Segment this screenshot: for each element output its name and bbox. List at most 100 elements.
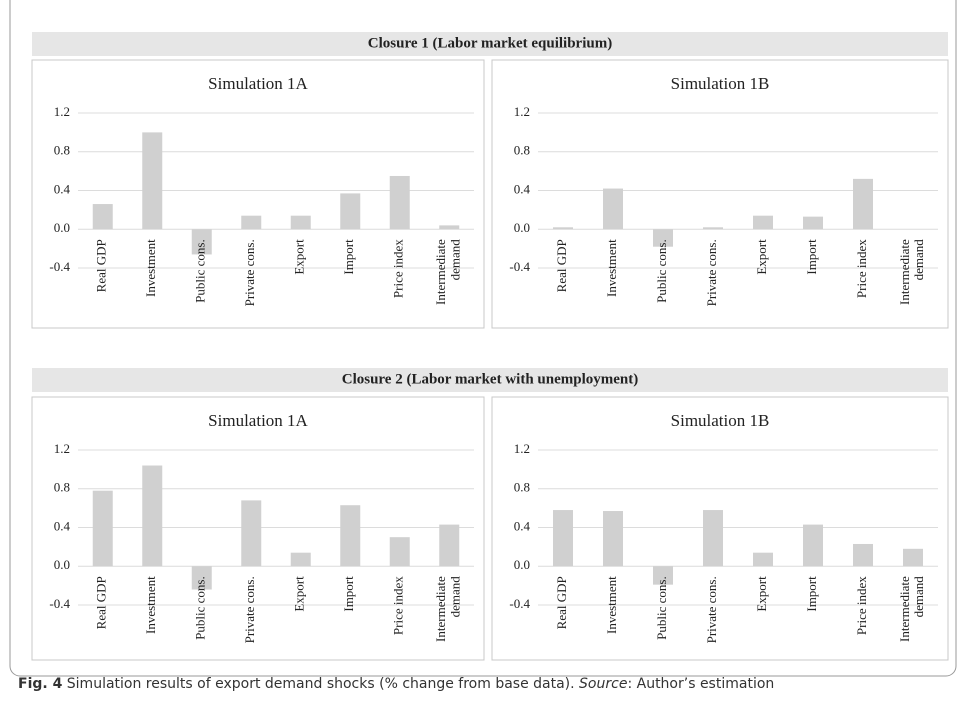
bar <box>241 500 262 567</box>
x-tick-label: Investment <box>604 576 619 634</box>
bar <box>853 178 873 230</box>
y-tick-label: 0.4 <box>54 518 71 533</box>
x-tick-label: Private cons. <box>242 576 257 643</box>
bar <box>603 188 623 230</box>
bar <box>92 490 113 567</box>
chart-title: Simulation 1A <box>208 74 308 93</box>
x-tick-label: Public cons. <box>193 239 208 303</box>
x-tick-label: Price index <box>854 239 869 298</box>
caption-source-label: Source <box>579 676 627 692</box>
bar <box>142 132 163 230</box>
x-tick-label: Export <box>754 576 769 612</box>
y-tick-label: 0.4 <box>514 518 531 533</box>
x-tick-label: Export <box>754 239 769 275</box>
panel-border <box>491 59 949 329</box>
bar <box>803 216 823 230</box>
bar <box>753 552 773 567</box>
x-tick-label: Price index <box>391 239 406 298</box>
y-tick-label: 0.8 <box>54 480 70 495</box>
chart-title: Simulation 1B <box>671 74 770 93</box>
bar <box>553 510 573 567</box>
bar <box>653 566 673 585</box>
bar <box>703 227 723 230</box>
section-title: Closure 1 (Labor market equilibrium) <box>368 35 612 51</box>
y-tick-label: 1.2 <box>54 441 70 456</box>
chart-title: Simulation 1A <box>208 411 308 430</box>
bar <box>853 543 873 567</box>
y-tick-label: 0.4 <box>514 181 531 196</box>
y-tick-label: 0.0 <box>54 220 70 235</box>
bar <box>389 175 410 230</box>
bar <box>340 193 361 230</box>
bar <box>439 225 460 230</box>
x-tick-label: Intermediatedemand <box>897 576 926 642</box>
x-tick-label: Investment <box>143 576 158 634</box>
bar <box>191 229 212 255</box>
x-tick-label: Import <box>804 239 819 275</box>
bar <box>603 511 623 567</box>
x-tick-label: Public cons. <box>654 576 669 640</box>
x-tick-label: Price index <box>854 576 869 635</box>
bar <box>703 510 723 567</box>
chart-title: Simulation 1B <box>671 411 770 430</box>
bar <box>290 215 311 230</box>
x-tick-label: Investment <box>604 239 619 297</box>
bar <box>803 524 823 567</box>
panel-border <box>31 59 485 329</box>
x-tick-label: Intermediatedemand <box>433 576 462 642</box>
caption-text: Simulation results of export demand shoc… <box>62 676 579 692</box>
y-tick-label: 1.2 <box>514 104 530 119</box>
section-header-bg <box>32 32 948 56</box>
panel-border <box>31 396 485 661</box>
bar <box>241 215 262 230</box>
bar <box>389 537 410 567</box>
x-tick-label: Real GDP <box>94 576 109 629</box>
bar <box>142 465 163 567</box>
y-tick-label: 0.8 <box>54 143 70 158</box>
y-tick-label: 0.4 <box>54 181 71 196</box>
figure-border <box>9 0 957 677</box>
y-tick-label: 0.0 <box>514 557 530 572</box>
y-tick-label: 1.2 <box>514 441 530 456</box>
bar <box>903 548 923 567</box>
bar <box>340 505 361 567</box>
section-title: Closure 2 (Labor market with unemploymen… <box>342 371 639 387</box>
caption: Fig. 4 Simulation results of export dema… <box>18 676 774 692</box>
y-tick-label: 0.8 <box>514 143 530 158</box>
bar <box>439 524 460 567</box>
bar <box>753 215 773 230</box>
caption-source: : Author’s estimation <box>627 676 774 692</box>
x-tick-label: Export <box>292 239 307 275</box>
section-header-bg <box>32 368 948 392</box>
bar <box>553 227 573 230</box>
bar <box>92 204 113 230</box>
x-tick-label: Import <box>341 239 356 275</box>
y-tick-label: 1.2 <box>54 104 70 119</box>
x-tick-label: Private cons. <box>704 239 719 306</box>
x-tick-label: Intermediatedemand <box>433 239 462 305</box>
y-tick-label: 0.8 <box>514 480 530 495</box>
x-tick-label: Public cons. <box>654 239 669 303</box>
x-tick-label: Import <box>804 576 819 612</box>
y-tick-label: 0.0 <box>514 220 530 235</box>
y-tick-label: -0.4 <box>49 596 70 611</box>
x-tick-label: Export <box>292 576 307 612</box>
x-tick-label: Public cons. <box>193 576 208 640</box>
y-tick-label: 0.0 <box>54 557 70 572</box>
x-tick-label: Private cons. <box>242 239 257 306</box>
caption-label: Fig. 4 <box>18 676 63 692</box>
panel-border <box>491 396 949 661</box>
y-tick-label: -0.4 <box>49 259 70 274</box>
x-tick-label: Private cons. <box>704 576 719 643</box>
bar <box>191 566 212 590</box>
x-tick-label: Import <box>341 576 356 612</box>
x-tick-label: Real GDP <box>554 576 569 629</box>
y-tick-label: -0.4 <box>509 596 530 611</box>
x-tick-label: Intermediatedemand <box>897 239 926 305</box>
bar <box>290 552 311 567</box>
x-tick-label: Price index <box>391 576 406 635</box>
x-tick-label: Real GDP <box>554 239 569 292</box>
bar <box>653 229 673 247</box>
x-tick-label: Investment <box>143 239 158 297</box>
